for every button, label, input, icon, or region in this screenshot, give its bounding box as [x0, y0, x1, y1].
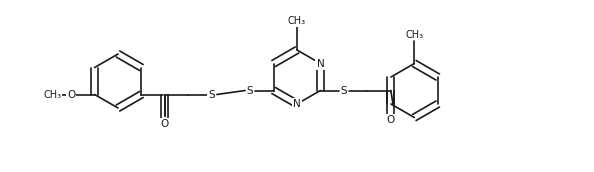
Text: N: N	[317, 58, 324, 68]
Text: S: S	[208, 89, 215, 99]
Text: O: O	[161, 119, 169, 129]
Text: N: N	[293, 99, 301, 109]
Text: O: O	[67, 89, 75, 99]
Text: S: S	[247, 85, 254, 95]
Text: S: S	[340, 85, 347, 95]
Text: CH₃: CH₃	[405, 30, 424, 40]
Text: CH₃: CH₃	[43, 89, 61, 99]
Text: O: O	[387, 115, 395, 125]
Text: CH₃: CH₃	[288, 16, 306, 26]
